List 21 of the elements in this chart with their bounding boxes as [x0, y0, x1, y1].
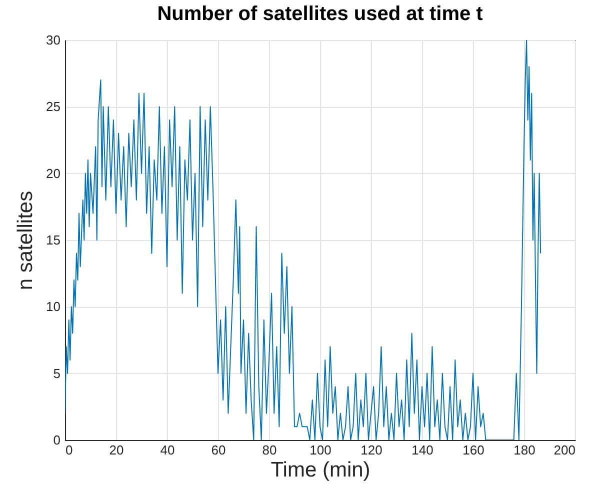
x-tick-label: 60 — [211, 442, 226, 458]
x-tick-label: 40 — [160, 442, 175, 458]
y-tick-label: 20 — [46, 166, 60, 181]
y-tick-label: 25 — [46, 99, 60, 114]
x-tick-label: 160 — [462, 442, 484, 458]
y-tick-label: 0 — [53, 432, 60, 448]
x-tick-label: 180 — [514, 442, 536, 458]
x-tick-label: 100 — [310, 442, 332, 458]
x-tick-label: 120 — [360, 442, 382, 458]
x-tick-label: 140 — [412, 442, 434, 458]
x-tick-label: 80 — [262, 442, 277, 458]
y-tick-label: 5 — [53, 366, 60, 381]
x-tick-label: 0 — [66, 442, 73, 458]
chart-title: Number of satellites used at time t — [157, 3, 484, 25]
y-tick-label: 10 — [46, 299, 60, 314]
x-axis-title: Time (min) — [270, 458, 370, 482]
y-axis-title: n satellites — [14, 190, 38, 290]
y-tick-label: 30 — [46, 32, 60, 48]
x-tick-label: 20 — [109, 442, 124, 458]
x-tick-label: 200 — [554, 442, 576, 458]
y-tick-label: 15 — [46, 232, 60, 248]
